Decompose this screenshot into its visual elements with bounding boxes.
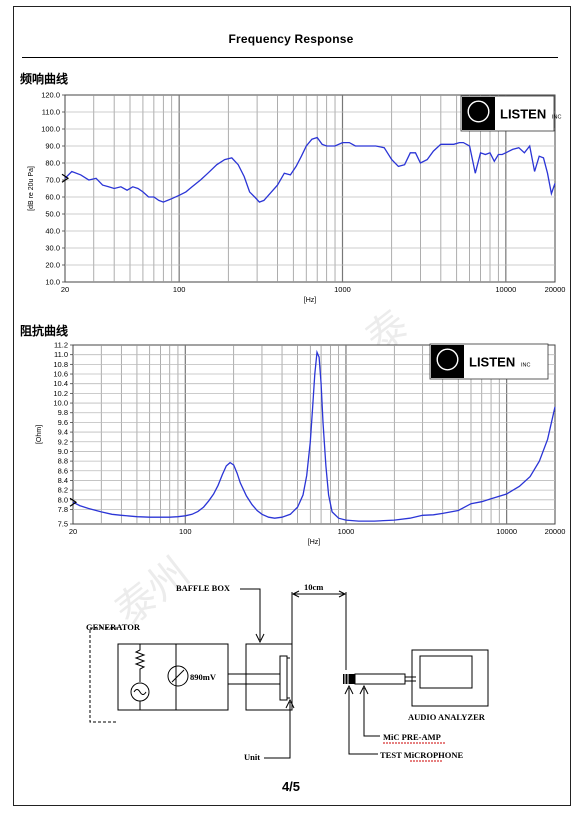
analyzer-label: AUDIO ANALYZER	[408, 712, 486, 722]
resistor-icon	[134, 644, 146, 682]
impedance-chart: 11.211.010.810.610.410.210.09.89.69.49.2…	[36, 341, 566, 547]
arrow-head-icon	[359, 684, 369, 695]
y-tick-label: 8.0	[58, 495, 68, 504]
y-tick-label: 90.0	[45, 142, 60, 151]
arrow-head-icon	[255, 633, 265, 644]
analyzer-screen	[419, 655, 473, 689]
y-axis-label: [dB re 20u Pa]	[28, 166, 35, 211]
data-series-line	[64, 136, 556, 203]
y-tick-label: 50.0	[45, 210, 60, 219]
start-marker-icon	[61, 173, 70, 183]
x-tick-label: 100	[173, 285, 186, 294]
y-tick-label: 110.0	[42, 108, 60, 117]
y-tick-label: 8.8	[58, 457, 68, 466]
y-tick-label: 80.0	[45, 159, 60, 168]
y-tick-label: 10.4	[53, 379, 68, 388]
y-tick-label: 8.6	[58, 466, 68, 475]
speaker-unit	[279, 655, 288, 701]
logo-head-outline	[436, 348, 459, 371]
baffle-box	[245, 643, 293, 711]
page-frame	[13, 6, 571, 806]
y-tick-label: 30.0	[45, 244, 60, 253]
audio-analyzer	[411, 649, 489, 707]
preamp-label: MiC PRE-AMP	[383, 732, 441, 742]
measurement-setup-diagram: GENERATOR 890mV BAFFLE BOX 10cm Unit AUD…	[86, 582, 489, 762]
x-tick-label: 1000	[334, 285, 351, 294]
logo-head-outline	[467, 100, 490, 123]
x-tick-label: 10000	[496, 527, 517, 536]
y-tick-label: 9.4	[58, 428, 68, 437]
page-number: 4/5	[281, 779, 301, 794]
y-tick-label: 11.2	[54, 341, 68, 350]
voltmeter-icon	[167, 665, 189, 687]
start-marker-icon	[69, 497, 78, 507]
frequency-response-label: 频响曲线	[20, 72, 69, 86]
voltage-label: 890mV	[190, 672, 217, 682]
y-tick-label: 7.8	[58, 505, 68, 514]
y-tick-label: 70.0	[45, 176, 60, 185]
y-tick-label: 100.0	[41, 125, 60, 134]
generator-label: GENERATOR	[86, 622, 141, 632]
y-tick-label: 120.0	[41, 91, 60, 100]
x-tick-label: 20000	[545, 527, 566, 536]
logo-text: LISTEN	[469, 355, 515, 370]
y-tick-label: 10.0	[53, 399, 68, 408]
microphone-label: TEST MiCROPHONE	[380, 750, 464, 760]
unit-pointer	[264, 702, 291, 759]
y-axis-label: [Ohm]	[36, 425, 43, 444]
y-tick-label: 20.0	[45, 261, 60, 270]
generator-circuit-box	[117, 643, 229, 711]
page-title: Frequency Response	[228, 32, 354, 46]
x-tick-label: 1000	[338, 527, 355, 536]
logo-head-icon	[462, 97, 495, 130]
y-tick-label: 8.4	[58, 476, 68, 485]
baffle-pointer	[240, 588, 261, 640]
arrow-head-icon	[344, 684, 354, 695]
sine-wave-icon	[133, 689, 147, 695]
arrow-head-icon	[291, 590, 347, 598]
x-axis-label: [Hz]	[308, 539, 321, 546]
logo-suffix: INC	[552, 115, 562, 121]
y-tick-label: 7.5	[58, 520, 68, 529]
mic-preamp	[354, 673, 406, 685]
x-axis-label: [Hz]	[304, 297, 317, 304]
y-tick-label: 10.0	[45, 278, 60, 287]
y-tick-label: 9.2	[58, 437, 68, 446]
x-tick-label: 100	[179, 527, 192, 536]
microphone-icon	[343, 674, 355, 684]
x-tick-label: 20000	[545, 285, 566, 294]
y-tick-label: 10.8	[53, 360, 68, 369]
data-series-line	[72, 349, 556, 522]
baffle-box-label: BAFFLE BOX	[176, 583, 231, 593]
y-tick-label: 11.0	[54, 350, 68, 359]
preamp-pointer	[363, 688, 380, 737]
x-tick-label: 20	[69, 527, 77, 536]
title-divider	[22, 57, 558, 58]
x-tick-label: 20	[61, 285, 69, 294]
microphone-pointer	[348, 688, 378, 755]
y-tick-label: 60.0	[45, 193, 60, 202]
logo-head-icon	[431, 345, 464, 378]
distance-label: 10cm	[304, 582, 323, 592]
generator-dashed-outline	[89, 627, 118, 723]
impedance-curve-label: 阻抗曲线	[20, 324, 69, 338]
y-tick-label: 9.8	[58, 408, 68, 417]
x-tick-label: 10000	[495, 285, 516, 294]
arrow-head-icon	[285, 698, 295, 709]
logo-text: LISTEN	[500, 107, 546, 122]
logo-suffix: INC	[521, 363, 531, 369]
y-tick-label: 10.6	[53, 370, 68, 379]
unit-label: Unit	[244, 752, 260, 762]
y-tick-label: 9.0	[58, 447, 68, 456]
y-tick-label: 9.6	[58, 418, 68, 427]
y-tick-label: 10.2	[53, 389, 68, 398]
y-tick-label: 8.2	[58, 486, 68, 495]
frequency-response-chart: 120.0 110.0 100.0 90.0 80.0 70.0 60.0 50.0 40.0 3…	[28, 91, 566, 305]
y-tick-label: 40.0	[45, 227, 60, 236]
voltmeter-needle	[171, 669, 185, 683]
